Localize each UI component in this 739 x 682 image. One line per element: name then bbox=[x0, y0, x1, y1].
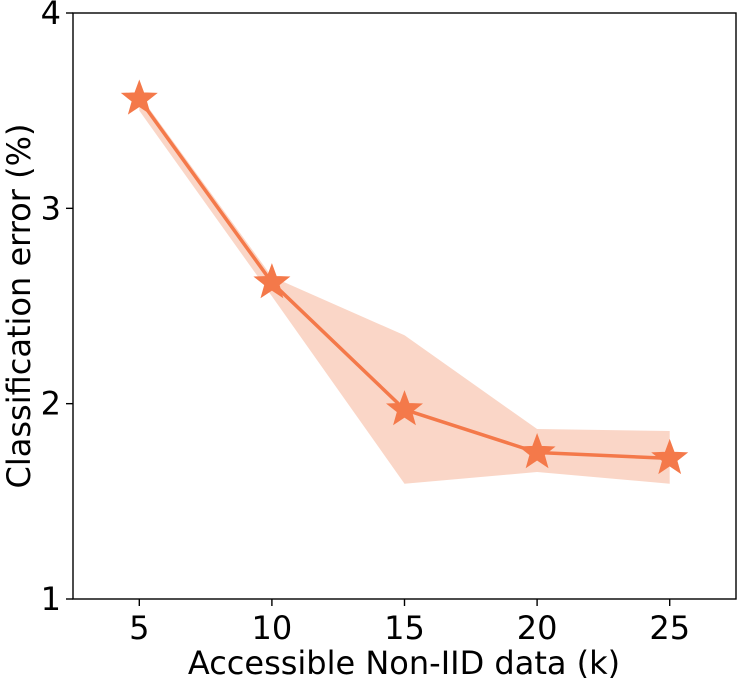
x-tick-label: 10 bbox=[252, 609, 293, 647]
x-tick-label: 20 bbox=[517, 609, 558, 647]
plot-frame bbox=[72, 12, 737, 600]
data-point-marker bbox=[253, 263, 291, 299]
y-tick-label: 2 bbox=[41, 385, 61, 423]
x-tick-label: 15 bbox=[384, 609, 425, 647]
marker-layer bbox=[120, 79, 689, 475]
band-layer bbox=[139, 95, 670, 484]
x-tick-label: 25 bbox=[649, 609, 690, 647]
y-tick-label: 4 bbox=[41, 0, 61, 32]
x-axis-label: Accessible Non-IID data (k) bbox=[188, 644, 620, 682]
data-point-marker bbox=[518, 433, 556, 469]
data-point-marker bbox=[386, 390, 423, 426]
x-ticks: 5 10 15 20 25 bbox=[129, 599, 690, 647]
series-0-band bbox=[139, 95, 670, 484]
y-axis-label: Classification error (%) bbox=[0, 124, 38, 489]
data-point-marker bbox=[651, 438, 689, 475]
y-tick-label: 1 bbox=[41, 580, 61, 618]
y-tick-label: 3 bbox=[41, 189, 61, 227]
data-point-marker bbox=[120, 79, 158, 115]
y-ticks: 1 2 3 4 bbox=[41, 0, 73, 618]
x-tick-label: 5 bbox=[129, 609, 149, 647]
